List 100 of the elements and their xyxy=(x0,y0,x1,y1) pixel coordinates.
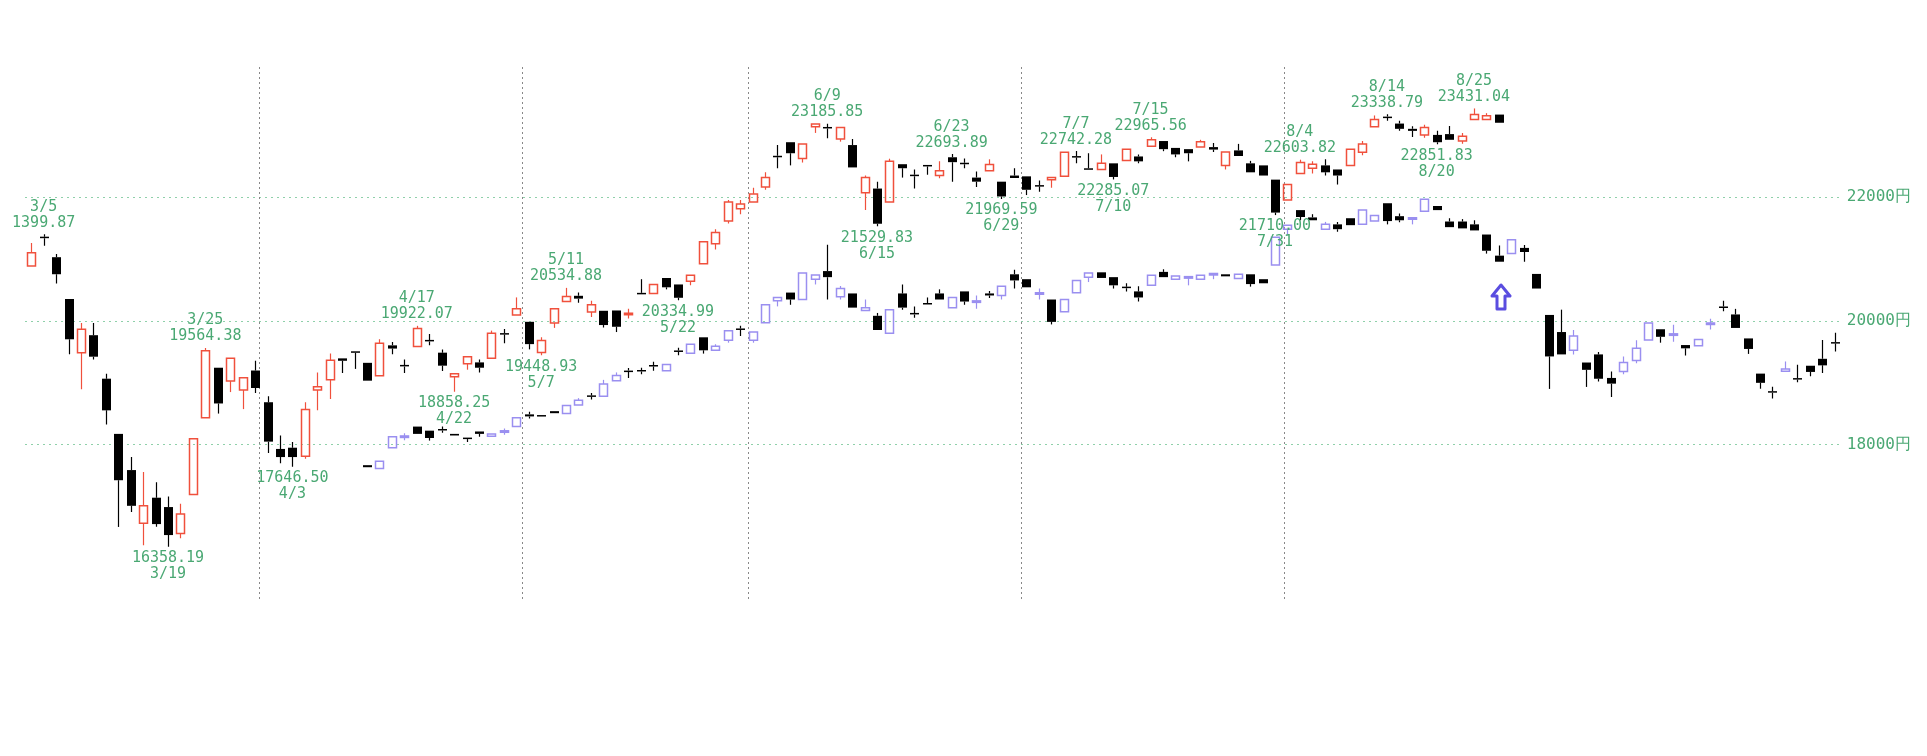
candlestick xyxy=(325,352,336,400)
candlestick xyxy=(475,431,484,438)
annotation: 21969.59 6/29 xyxy=(965,200,1038,235)
candlestick xyxy=(486,433,497,438)
candlestick xyxy=(561,404,572,415)
candlestick xyxy=(102,373,111,426)
candlestick xyxy=(1345,148,1356,167)
candlestick xyxy=(1693,338,1704,347)
candlestick xyxy=(760,304,771,324)
candlestick xyxy=(685,343,696,354)
annotation: 4/17 19922.07 xyxy=(380,288,453,323)
candlestick xyxy=(1121,148,1132,162)
annotation: 3/5 1399.87 xyxy=(12,196,76,231)
candlestick xyxy=(1419,198,1430,213)
candlestick xyxy=(662,278,671,290)
candlestick xyxy=(312,371,323,411)
candlestick xyxy=(276,434,285,464)
candlestick xyxy=(1408,125,1417,138)
candlestick xyxy=(188,438,199,496)
candlestick xyxy=(138,471,149,546)
annotation: 22285.07 7/10 xyxy=(1077,180,1150,215)
annotation: 6/9 23185.85 xyxy=(791,86,864,121)
candlestick xyxy=(1506,239,1517,255)
y-tick-label: 18000円 xyxy=(1846,434,1912,454)
candlestick xyxy=(1170,275,1181,280)
candlestick xyxy=(1259,279,1268,284)
annotation: 8/4 22603.82 xyxy=(1263,122,1336,157)
candlestick xyxy=(848,293,857,308)
candlestick xyxy=(648,283,659,295)
candlestick xyxy=(425,430,434,442)
candlestick xyxy=(238,377,249,410)
candlestick xyxy=(1532,273,1541,289)
annotation: 3/25 19564.38 xyxy=(169,310,242,345)
candlestick xyxy=(511,416,522,428)
annotation: 19448.93 5/7 xyxy=(505,356,578,391)
y-tick-label: 20000円 xyxy=(1846,310,1912,330)
candlestick xyxy=(1059,151,1070,178)
candlestick xyxy=(661,363,672,372)
candlestick xyxy=(387,435,398,449)
candlestick xyxy=(1233,273,1244,280)
candlestick xyxy=(823,244,832,301)
candlestick xyxy=(1022,279,1031,288)
candlestick xyxy=(1357,209,1368,226)
candlestick xyxy=(1643,322,1654,341)
annotation: 16358.19 3/19 xyxy=(131,548,205,583)
candlestick xyxy=(1369,214,1380,222)
candlestick xyxy=(884,308,895,334)
candlestick xyxy=(1545,314,1554,390)
candlestick xyxy=(1321,158,1330,177)
candlestick xyxy=(1195,274,1206,280)
candlestick xyxy=(1495,244,1504,262)
candlestick xyxy=(1482,234,1491,255)
annotation: 8/14 23338.79 xyxy=(1350,76,1423,111)
candlestick xyxy=(860,174,871,211)
candlestick xyxy=(947,296,958,309)
candlestick xyxy=(413,426,422,434)
candlestick xyxy=(1607,370,1616,398)
annotation: 5/11 20534.88 xyxy=(529,250,603,285)
candlestick xyxy=(873,312,882,330)
candlestick xyxy=(1557,309,1566,355)
candlestick xyxy=(1171,147,1180,158)
candlestick xyxy=(710,343,721,352)
candlestick xyxy=(997,181,1006,200)
candlestick xyxy=(214,367,223,415)
candlestick xyxy=(1134,285,1143,303)
annotation: 20334.99 5/22 xyxy=(641,301,715,336)
candlestick xyxy=(1433,206,1442,211)
candlestick xyxy=(374,460,385,470)
candlestick xyxy=(550,411,559,414)
annotation: 22851.83 8/20 xyxy=(1400,145,1473,180)
candlestick xyxy=(1346,218,1355,226)
candlestick xyxy=(1282,183,1293,201)
candlestick xyxy=(438,348,447,372)
annotation: 21529.83 6/15 xyxy=(840,227,914,262)
candlestick xyxy=(363,362,372,381)
y-tick-label: 22000円 xyxy=(1846,186,1912,206)
candlestick xyxy=(797,272,808,301)
candlestick xyxy=(1221,274,1230,277)
annotation: 17646.50 4/3 xyxy=(256,468,329,503)
candlestick xyxy=(699,337,708,355)
candlestick xyxy=(898,164,907,179)
candlestick xyxy=(1159,268,1168,278)
annotation: 7/15 22965.56 xyxy=(1114,99,1187,134)
candlestick xyxy=(1146,274,1157,287)
candlestick xyxy=(1109,277,1118,290)
annotation: 6/23 22693.89 xyxy=(915,116,988,151)
candlestick xyxy=(1495,114,1504,123)
annotation: 18858.25 4/22 xyxy=(417,393,491,428)
annotation: 8/25 23431.04 xyxy=(1437,70,1511,105)
candlestick xyxy=(1818,339,1827,374)
candlestick xyxy=(76,322,87,390)
annotation: 7/7 22742.28 xyxy=(1039,113,1113,148)
candlestick xyxy=(164,495,173,548)
candlestick xyxy=(363,465,372,468)
candlestick xyxy=(1059,298,1070,313)
candlestick xyxy=(1097,272,1106,278)
candlestick xyxy=(698,241,709,265)
candlestick xyxy=(127,456,136,513)
candlestick xyxy=(1259,165,1268,176)
candlestick xyxy=(1071,279,1082,294)
